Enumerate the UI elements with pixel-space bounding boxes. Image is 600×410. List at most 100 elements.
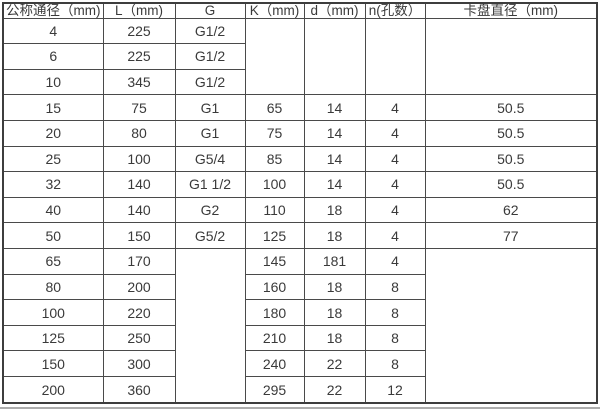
table-header: 公称通径（mm) L（mm) G K（mm) d（mm) n(孔数） 卡盘直径（mm) (2, 2, 598, 19)
data-cell: 32 (2, 171, 104, 198)
data-cell: 220 (102, 299, 176, 326)
data-cell: 10 (2, 68, 104, 96)
data-cell: 18 (303, 273, 366, 301)
data-cell: 145 (244, 247, 305, 275)
data-cell: 65 (244, 94, 305, 121)
column-header: K（mm) (244, 2, 305, 19)
data-cell: 4 (364, 222, 426, 249)
data-cell: 295 (244, 376, 305, 404)
data-cell: 25 (2, 145, 104, 173)
data-cell: 225 (102, 43, 176, 70)
data-cell: 15 (2, 94, 104, 121)
merged-cell (174, 247, 246, 404)
data-cell: 100 (2, 299, 104, 326)
data-cell: 18 (303, 196, 366, 224)
data-cell: G5/2 (174, 222, 246, 249)
data-cell: 210 (244, 324, 305, 352)
table-row: 15 75 G1 65 14 4 50.5 (2, 94, 598, 121)
data-cell: 50 (2, 222, 104, 249)
merged-cell (244, 17, 305, 96)
table-row: 50 150 G5/2 125 18 4 77 (2, 222, 598, 249)
data-cell: G1 (174, 94, 246, 121)
data-cell: 40 (2, 196, 104, 224)
data-cell: 65 (2, 247, 104, 275)
data-cell: G2 (174, 196, 246, 224)
data-cell: 200 (102, 273, 176, 301)
header-row: 公称通径（mm) L（mm) G K（mm) d（mm) n(孔数） 卡盘直径（mm) (2, 2, 598, 19)
data-cell: 240 (244, 350, 305, 378)
table-row: 25 100 G5/4 85 14 4 50.5 (2, 145, 598, 173)
data-cell: 8 (364, 324, 426, 352)
merged-cell (424, 247, 598, 404)
column-header: L（mm) (102, 2, 176, 19)
data-cell: 8 (364, 350, 426, 378)
data-cell: G1 1/2 (174, 171, 246, 198)
data-cell: G1/2 (174, 68, 246, 96)
data-cell: 150 (102, 222, 176, 249)
column-header: 公称通径（mm) (2, 2, 104, 19)
table-row: 40 140 G2 110 18 4 62 (2, 196, 598, 224)
data-cell: 140 (102, 171, 176, 198)
merged-cell (424, 17, 598, 96)
table-row: 200 360 295 22 12 (2, 376, 597, 404)
data-cell: 6 (2, 43, 104, 70)
table-row: 80 200 160 18 8 (2, 273, 597, 301)
data-cell: 22 (303, 376, 366, 404)
data-cell: 75 (102, 94, 176, 121)
data-cell: G1/2 (174, 17, 246, 45)
data-cell: 77 (424, 222, 598, 249)
data-cell: 4 (364, 247, 426, 275)
data-cell: 8 (364, 273, 426, 301)
data-cell: 18 (303, 324, 366, 352)
data-cell: G5/4 (174, 145, 246, 173)
data-cell: 181 (303, 247, 366, 275)
data-cell: 4 (364, 94, 426, 121)
table-row: 4 225 G1/2 (2, 17, 598, 96)
column-header: d（mm) (303, 2, 366, 19)
table-row: 150 300 240 22 8 (2, 350, 597, 378)
data-cell: 200 (2, 376, 104, 404)
data-cell: 62 (424, 196, 598, 224)
data-cell: 225 (102, 17, 176, 45)
data-cell: 50.5 (424, 94, 598, 121)
data-cell: 50.5 (424, 171, 598, 198)
data-cell: 4 (364, 171, 426, 198)
data-cell: G1 (174, 119, 246, 147)
data-cell: 170 (102, 247, 176, 275)
data-cell: 100 (102, 145, 176, 173)
data-cell: 80 (102, 119, 176, 147)
data-cell: 150 (2, 350, 104, 378)
data-cell: 50.5 (424, 119, 598, 147)
data-cell: 14 (303, 145, 366, 173)
data-cell: 4 (2, 17, 104, 45)
data-cell: 20 (2, 119, 104, 147)
data-cell: 110 (244, 196, 305, 224)
data-cell: 345 (102, 68, 176, 96)
merged-cell (364, 17, 426, 96)
table-row: 20 80 G1 75 14 4 50.5 (2, 119, 598, 147)
data-cell: 80 (2, 273, 104, 301)
data-cell: 85 (244, 145, 305, 173)
column-header: G (174, 2, 246, 19)
data-cell: G1/2 (174, 43, 246, 70)
data-cell: 18 (303, 222, 366, 249)
data-cell: 125 (2, 324, 104, 352)
data-cell: 250 (102, 324, 176, 352)
data-cell: 180 (244, 299, 305, 326)
table-row: 125 250 210 18 8 (2, 324, 597, 352)
data-cell: 4 (364, 145, 426, 173)
data-cell: 160 (244, 273, 305, 301)
data-cell: 125 (244, 222, 305, 249)
table-body: 4 225 G1/2 6 225 G1/2 10 345 G1/2 15 75 G1 65 14 4 50.5… (2, 17, 598, 404)
table-row: 6 225 G1/2 (2, 43, 597, 70)
table-row: 65 170 145 181 4 (2, 247, 598, 404)
column-header: 卡盘直径（mm) (424, 2, 598, 19)
data-cell: 18 (303, 299, 366, 326)
data-cell: 14 (303, 94, 366, 121)
data-cell: 4 (364, 119, 426, 147)
data-cell: 100 (244, 171, 305, 198)
data-cell: 14 (303, 171, 366, 198)
data-cell: 140 (102, 196, 176, 224)
